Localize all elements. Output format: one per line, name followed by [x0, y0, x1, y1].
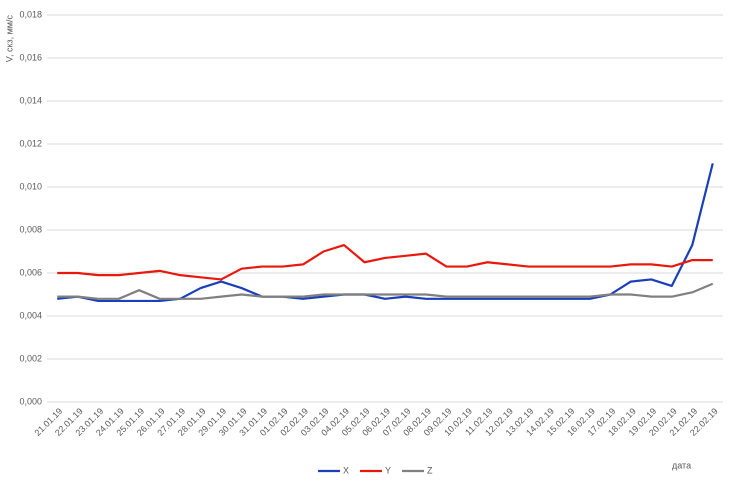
y-tick-label: 0,012: [19, 138, 42, 148]
y-tick-label: 0,000: [19, 396, 42, 406]
series-line: [57, 243, 713, 281]
y-tick-label: 0,002: [19, 353, 42, 363]
legend-label: Y: [385, 465, 391, 475]
y-tick-label: 0,014: [19, 95, 42, 105]
legend-label: X: [343, 465, 349, 475]
x-axis-label: дата: [672, 460, 691, 470]
y-tick-label: 0,008: [19, 224, 42, 234]
y-tick-label: 0,016: [19, 52, 42, 62]
y-tick-label: 0,010: [19, 181, 42, 191]
y-tick-label: 0,004: [19, 310, 42, 320]
series-line: [57, 282, 714, 300]
legend-label: Z: [427, 465, 433, 475]
y-tick-label: 0,018: [19, 9, 42, 19]
series-line: [57, 163, 714, 303]
y-axis-label: V, скз, мм/с: [4, 15, 14, 63]
y-tick-label: 0,006: [19, 267, 42, 277]
